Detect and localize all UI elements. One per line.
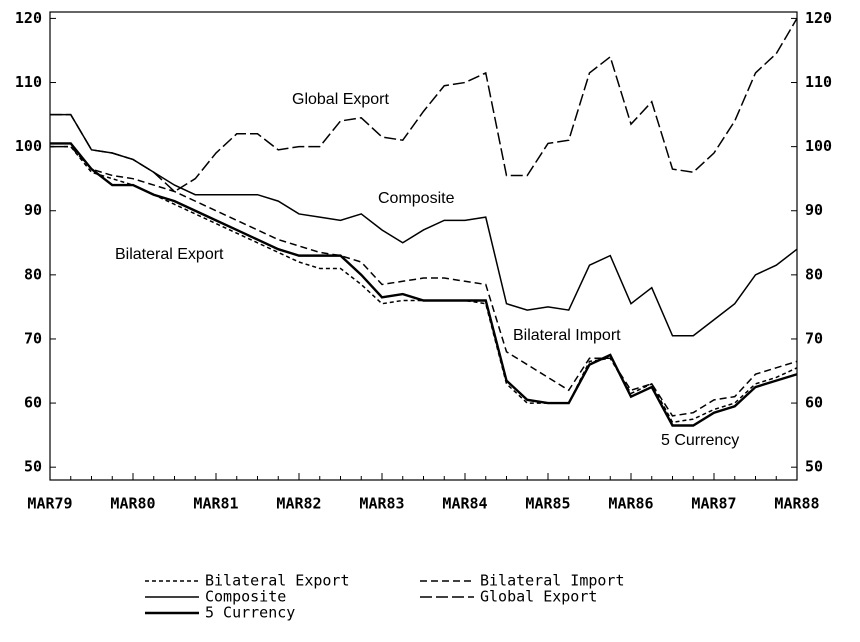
- series-line: [50, 113, 798, 337]
- annotation: Bilateral Export: [115, 246, 224, 263]
- legend-label: 5 Currency: [205, 604, 295, 622]
- x-tick-label: MAR88: [774, 495, 819, 513]
- x-tick-label: MAR81: [193, 495, 238, 513]
- x-tick-label: MAR82: [276, 495, 321, 513]
- x-tick-label: MAR85: [525, 495, 570, 513]
- y2-tick-label: 60: [805, 394, 823, 412]
- annotation: Composite: [378, 190, 455, 207]
- y2-tick-label: 100: [805, 137, 832, 155]
- y-tick-label: 90: [24, 201, 42, 219]
- y2-tick-label: 90: [805, 201, 823, 219]
- legend-label: Bilateral Export: [205, 572, 350, 590]
- y2-tick-label: 80: [805, 265, 823, 283]
- y-tick-label: 120: [15, 9, 42, 27]
- y2-tick-label: 110: [805, 73, 832, 91]
- y2-tick-label: 50: [805, 458, 823, 476]
- series-line: [50, 142, 798, 427]
- x-tick-label: MAR80: [110, 495, 155, 513]
- legend-label: Bilateral Import: [480, 572, 625, 590]
- legend-label: Composite: [205, 588, 286, 606]
- x-tick-label: MAR87: [691, 495, 736, 513]
- x-tick-label: MAR84: [442, 495, 487, 513]
- x-tick-label: MAR83: [359, 495, 404, 513]
- annotation: Global Export: [292, 91, 389, 108]
- y2-tick-label: 70: [805, 329, 823, 347]
- y-tick-label: 60: [24, 394, 42, 412]
- legend-label: Global Export: [480, 588, 597, 606]
- x-tick-label: MAR86: [608, 495, 653, 513]
- series-line: [50, 145, 798, 424]
- annotation: Bilateral Import: [513, 327, 621, 344]
- y-tick-label: 100: [15, 137, 42, 155]
- y-tick-label: 50: [24, 458, 42, 476]
- series-line: [50, 145, 798, 417]
- series-line: [50, 18, 798, 193]
- y-tick-label: 80: [24, 265, 42, 283]
- y2-tick-label: 120: [805, 9, 832, 27]
- x-tick-label: MAR79: [27, 495, 72, 513]
- annotation: 5 Currency: [661, 432, 739, 449]
- y-tick-label: 110: [15, 73, 42, 91]
- y-tick-label: 70: [24, 329, 42, 347]
